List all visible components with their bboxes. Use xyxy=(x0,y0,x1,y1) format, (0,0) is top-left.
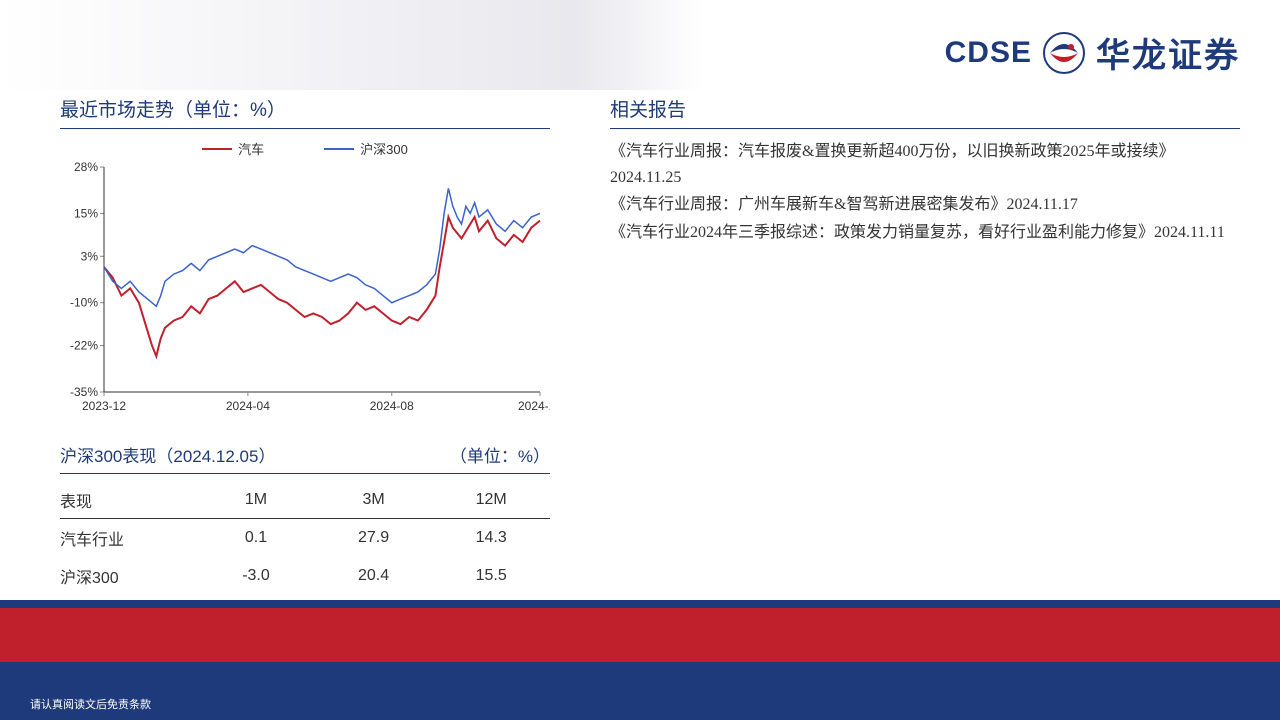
footer-band-blue-top xyxy=(0,600,1280,608)
svg-text:-10%: -10% xyxy=(70,296,98,310)
footer-band-blue-bottom: 请认真阅读文后免责条款 xyxy=(0,662,1280,720)
svg-text:2023-12: 2023-12 xyxy=(82,399,126,413)
logo-swirl-icon xyxy=(1042,31,1086,75)
report-list: 《汽车行业周报：汽车报废&置换更新超400万份，以旧换新政策2025年或接续》2… xyxy=(610,139,1240,245)
svg-text:-35%: -35% xyxy=(70,385,98,399)
legend-line-icon xyxy=(202,148,232,150)
table-cell: -3.0 xyxy=(197,557,315,595)
table-unit: （单位：%） xyxy=(450,442,550,467)
svg-text:3%: 3% xyxy=(81,249,99,263)
legend-label: 汽车 xyxy=(238,139,264,158)
logo-cdse: CDSE xyxy=(945,36,1032,70)
line-chart: 28% 15% 3% -10% -22% -35%2023-12 2024-04 2024-0… xyxy=(60,162,550,417)
table-cell: 14.3 xyxy=(432,519,550,558)
svg-text:2024-04: 2024-04 xyxy=(226,399,270,413)
svg-text:28%: 28% xyxy=(74,162,98,174)
table-cell: 20.4 xyxy=(315,557,433,595)
table-header: 3M xyxy=(315,482,433,519)
chart-title: 最近市场走势（单位：%） xyxy=(60,95,550,129)
table-title: 沪深300表现（2024.12.05） xyxy=(60,442,275,467)
table-cell: 15.5 xyxy=(432,557,550,595)
right-column: 相关报告 《汽车行业周报：汽车报废&置换更新超400万份，以旧换新政策2025年… xyxy=(610,95,1240,595)
footer: 请认真阅读文后免责条款 xyxy=(0,600,1280,720)
reports-title: 相关报告 xyxy=(610,95,1240,129)
svg-text:15%: 15% xyxy=(74,206,98,220)
table-row: 汽车行业 0.1 27.9 14.3 xyxy=(60,519,550,558)
footer-band-red xyxy=(0,608,1280,662)
svg-text:2024-08: 2024-08 xyxy=(370,399,414,413)
left-column: 最近市场走势（单位：%） 汽车 沪深300 28% 15% 3% -10% -22% -3… xyxy=(60,95,550,595)
table-row: 沪深300 -3.0 20.4 15.5 xyxy=(60,557,550,595)
logo-cn: 华龙证券 xyxy=(1096,28,1240,77)
legend-line-icon xyxy=(324,148,354,150)
report-item: 《汽车行业周报：广州车展新车&智驾新进展密集发布》2024.11.17 xyxy=(610,192,1240,218)
performance-table-block: 沪深300表现（2024.12.05） （单位：%） 表现 1M 3M 12M … xyxy=(60,442,550,595)
svg-text:-22%: -22% xyxy=(70,339,98,353)
table-header: 表现 xyxy=(60,482,197,519)
table-cell: 汽车行业 xyxy=(60,519,197,558)
table-header: 12M xyxy=(432,482,550,519)
svg-text:2024-12: 2024-12 xyxy=(518,399,550,413)
chart-legend: 汽车 沪深300 xyxy=(60,139,550,158)
legend-item: 汽车 xyxy=(202,139,264,158)
table-header: 1M xyxy=(197,482,315,519)
table-cell: 27.9 xyxy=(315,519,433,558)
performance-table: 表现 1M 3M 12M 汽车行业 0.1 27.9 14.3 沪深300 -3… xyxy=(60,482,550,595)
legend-item: 沪深300 xyxy=(324,139,408,158)
legend-label: 沪深300 xyxy=(360,139,408,158)
table-cell: 0.1 xyxy=(197,519,315,558)
report-item: 《汽车行业2024年三季报综述：政策发力销量复苏，看好行业盈利能力修复》2024… xyxy=(610,220,1240,246)
report-item: 《汽车行业周报：汽车报废&置换更新超400万份，以旧换新政策2025年或接续》2… xyxy=(610,139,1240,190)
disclaimer-text: 请认真阅读文后免责条款 xyxy=(30,696,151,712)
logo: CDSE 华龙证券 xyxy=(945,28,1240,77)
table-cell: 沪深300 xyxy=(60,557,197,595)
table-header-row: 表现 1M 3M 12M xyxy=(60,482,550,519)
